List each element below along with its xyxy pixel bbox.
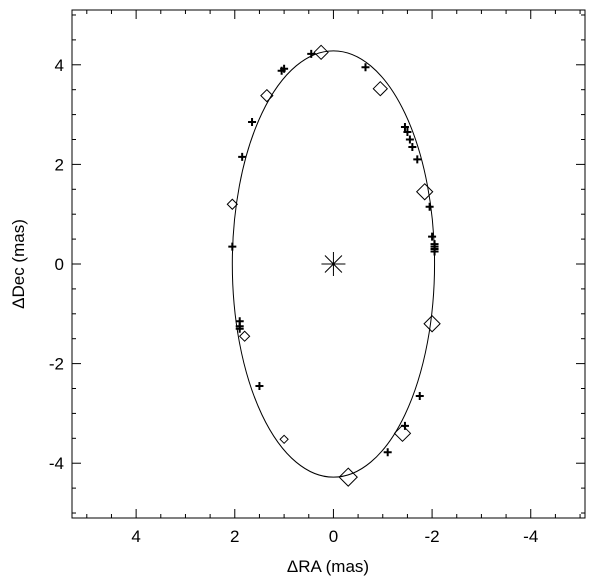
diamond-marker <box>415 183 434 201</box>
plus-marker <box>307 49 316 58</box>
x-tick-label: 2 <box>230 527 239 546</box>
center-asterisk-marker <box>321 252 346 276</box>
ticks: 4 2 0 -2 -4 -4 -2 0 2 4 <box>49 10 585 546</box>
plus-marker <box>408 142 417 151</box>
plus-marker <box>405 135 414 144</box>
plus-marker <box>403 128 412 137</box>
orbit-layer <box>231 50 436 478</box>
plus-marker <box>238 152 247 161</box>
diamond-marker <box>393 424 412 443</box>
plus-marker <box>255 382 264 391</box>
x-tick-label: 4 <box>131 527 140 546</box>
plus-marker <box>248 118 257 127</box>
y-tick-label: 4 <box>55 56 64 75</box>
plus-marker <box>425 202 434 211</box>
plus-marker <box>415 391 424 400</box>
diamond-marker <box>423 315 441 333</box>
diamond-marker <box>238 330 251 342</box>
plus-marker <box>430 247 439 256</box>
y-tick-label: 0 <box>55 255 64 274</box>
plus-marker <box>383 448 392 457</box>
plus-marker <box>361 63 370 72</box>
x-tick-label: -2 <box>425 527 440 546</box>
diamond-marker <box>372 80 389 97</box>
diamond-marker <box>226 198 239 210</box>
y-axis-title: ΔDec (mas) <box>9 219 28 309</box>
plus-marker <box>277 66 286 75</box>
x-tick-label: 0 <box>329 527 338 546</box>
diamond-marker <box>313 44 329 61</box>
x-axis-title: ΔRA (mas) <box>287 557 369 576</box>
y-tick-label: 2 <box>55 155 64 174</box>
plus-marker <box>400 421 409 430</box>
y-tick-label: -2 <box>49 355 64 374</box>
diamond-marker <box>260 88 274 103</box>
points-layer <box>226 44 441 487</box>
plus-marker <box>228 242 237 251</box>
plus-marker <box>400 123 409 132</box>
x-tick-label: -4 <box>523 527 538 546</box>
orbit-ellipse <box>231 50 436 478</box>
plus-marker <box>235 324 244 333</box>
center-layer <box>321 252 346 276</box>
y-tick-label: -4 <box>49 454 64 473</box>
diamond-marker <box>338 467 358 487</box>
plus-marker <box>413 155 422 164</box>
plus-marker <box>428 232 437 241</box>
diamond-marker <box>279 434 289 445</box>
